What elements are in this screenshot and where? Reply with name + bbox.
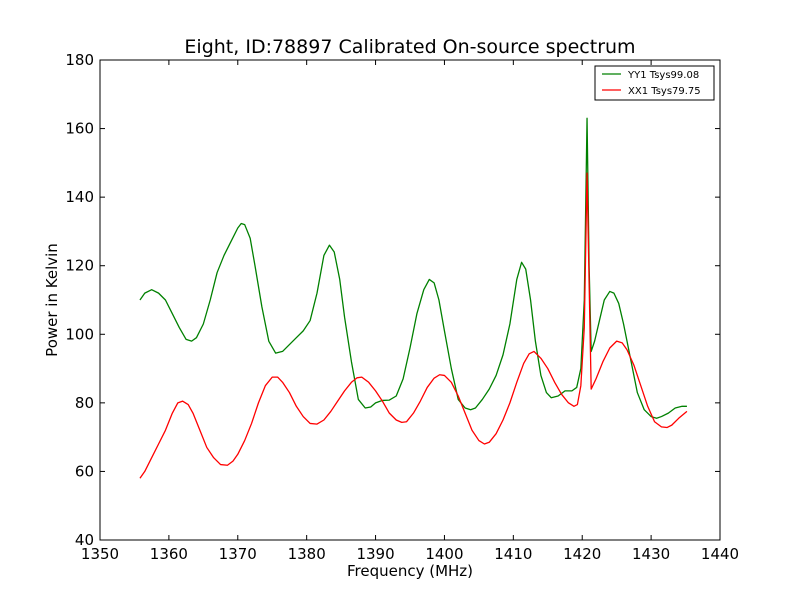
- x-tick-label: 1360: [150, 545, 188, 563]
- x-tick-label: 1380: [288, 545, 326, 563]
- x-tick-label: 1350: [81, 545, 119, 563]
- legend-box: [594, 65, 715, 101]
- x-axis: 1350 1360 1370 1380 1390 1400 1410 1420 1430 1440: [81, 60, 739, 563]
- x-tick-label: 1400: [425, 545, 463, 563]
- series-line-yy1: [139, 117, 687, 419]
- x-tick-label: 1420: [563, 545, 601, 563]
- y-tick-label: 80: [75, 394, 94, 412]
- y-tick-label: 40: [75, 531, 94, 549]
- legend-label-xx1: XX1 Tsys79.75: [628, 86, 701, 97]
- y-axis-label: Power in Kelvin: [43, 243, 61, 357]
- x-tick-label: 1430: [632, 545, 670, 563]
- legend-label-yy1: YY1 Tsys99.08: [627, 70, 699, 81]
- x-axis-label: Frequency (MHz): [347, 562, 473, 580]
- y-tick-label: 120: [65, 257, 94, 275]
- x-tick-label: 1370: [219, 545, 257, 563]
- y-axis: 40 60 80 100 120 140 160 180: [65, 51, 720, 549]
- chart-title: Eight, ID:78897 Calibrated On-source spe…: [184, 36, 635, 58]
- y-tick-label: 180: [65, 51, 94, 69]
- y-tick-label: 60: [75, 462, 94, 480]
- legend: YY1 Tsys99.08 XX1 Tsys79.75: [594, 65, 715, 101]
- plot-frame: [99, 59, 721, 541]
- y-tick-label: 140: [65, 188, 94, 206]
- series-line-xx1: [139, 172, 688, 479]
- series-layer: [139, 117, 688, 479]
- x-tick-label: 1390: [356, 545, 394, 563]
- x-tick-label: 1440: [701, 545, 739, 563]
- y-tick-label: 100: [65, 325, 94, 343]
- plot-area: [100, 60, 720, 540]
- x-tick-label: 1410: [494, 545, 532, 563]
- y-tick-label: 160: [65, 120, 94, 138]
